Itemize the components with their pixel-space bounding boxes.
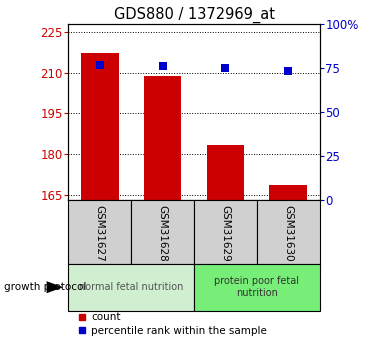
Text: GSM31630: GSM31630: [284, 205, 293, 262]
Text: normal fetal nutrition: normal fetal nutrition: [79, 282, 183, 292]
Point: [285, 68, 291, 73]
Bar: [269, 185, 307, 200]
Point: [160, 63, 166, 69]
Legend: count, percentile rank within the sample: count, percentile rank within the sample: [73, 308, 271, 340]
Polygon shape: [47, 281, 63, 293]
Bar: [194, 264, 320, 310]
Bar: [131, 200, 194, 264]
Title: GDS880 / 1372969_at: GDS880 / 1372969_at: [113, 7, 275, 23]
Bar: [81, 52, 119, 200]
Bar: [144, 76, 181, 200]
Text: growth protocol: growth protocol: [4, 282, 86, 292]
Text: GSM31628: GSM31628: [158, 205, 168, 262]
Bar: [257, 200, 320, 264]
Point: [97, 63, 103, 68]
Text: protein poor fetal
nutrition: protein poor fetal nutrition: [215, 276, 300, 298]
Text: GSM31627: GSM31627: [95, 205, 105, 262]
Bar: [68, 200, 131, 264]
Point: [222, 66, 229, 71]
Bar: [194, 200, 257, 264]
Bar: [68, 264, 194, 310]
Bar: [207, 145, 244, 200]
Text: GSM31629: GSM31629: [220, 205, 230, 262]
